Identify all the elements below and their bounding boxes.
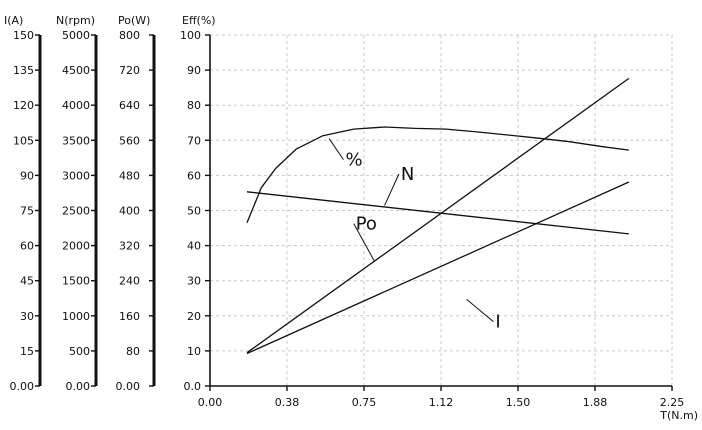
y-tick-label-po: 640 (119, 99, 140, 112)
y-tick-label-po: 800 (119, 29, 140, 42)
y-axis-title-n: N(rpm) (56, 14, 95, 27)
series-line-eff (246, 126, 629, 224)
y-tick-label-po: 400 (119, 205, 140, 218)
y-tick-label-i: 15 (20, 345, 34, 358)
x-tick-label: 0.38 (275, 396, 300, 409)
y-tick-label-n: 2000 (62, 240, 90, 253)
series-leader-po (353, 223, 375, 262)
y-tick-label-po: 240 (119, 275, 140, 288)
y-tick-label-n: 4000 (62, 99, 90, 112)
y-tick-label-n: 2500 (62, 205, 90, 218)
y-tick-label-i: 90 (20, 169, 34, 182)
y-axis-title-i: I(A) (4, 14, 23, 27)
y-tick-label-eff: 0.0 (184, 380, 202, 393)
y-tick-label-eff: 60 (187, 169, 201, 182)
x-tick-label: 1.50 (506, 396, 531, 409)
y-tick-label-eff: 100 (180, 29, 201, 42)
series-line-po (246, 77, 630, 354)
y-tick-label-po: 160 (119, 310, 140, 323)
y-tick-label-i: 105 (13, 134, 34, 147)
y-tick-label-n: 1500 (62, 275, 90, 288)
y-tick-label-n: 5000 (62, 29, 90, 42)
series-leader-eff (328, 138, 344, 160)
y-tick-label-i: 75 (20, 205, 34, 218)
y-tick-label-n: 1000 (62, 310, 90, 323)
y-tick-label-eff: 70 (187, 134, 201, 147)
y-axis-title-eff: Eff(%) (182, 14, 216, 27)
series-line-n (246, 191, 629, 235)
y-tick-label-n: 500 (69, 345, 90, 358)
series-labels: N% Po I (328, 138, 501, 333)
series-label-n: N (401, 164, 414, 185)
y-tick-label-po: 720 (119, 64, 140, 77)
x-tick-label: 0.75 (352, 396, 377, 409)
x-tick-label: 2.25 (660, 396, 685, 409)
y-tick-label-po: 320 (119, 240, 140, 253)
series-label-po: Po (356, 214, 377, 235)
y-tick-label-n: 0.00 (66, 380, 91, 393)
y-tick-label-i: 150 (13, 29, 34, 42)
y-tick-label-po: 0.00 (116, 380, 141, 393)
y-tick-label-po: 80 (126, 345, 140, 358)
y-tick-label-i: 0.00 (10, 380, 35, 393)
axes: 0.00 0.38 0.75 1.12 1.50 1.88 2.25T(N.m) 0.00 15… (4, 14, 698, 422)
y-tick-label-n: 3500 (62, 134, 90, 147)
y-tick-label-eff: 40 (187, 240, 201, 253)
y-tick-label-n: 3000 (62, 169, 90, 182)
series-lines (246, 77, 630, 355)
series-label-i: I (495, 312, 500, 333)
y-tick-label-eff: 30 (187, 275, 201, 288)
x-tick-label: 1.88 (583, 396, 608, 409)
y-tick-label-i: 30 (20, 310, 34, 323)
y-tick-label-n: 4500 (62, 64, 90, 77)
x-tick-label: 1.12 (429, 396, 454, 409)
series-line-i (246, 181, 630, 355)
y-tick-label-i: 135 (13, 64, 34, 77)
y-tick-label-eff: 20 (187, 310, 201, 323)
series-leader-n (384, 173, 400, 206)
x-axis-title: T(N.m) (659, 409, 698, 422)
x-tick-label: 0.00 (198, 396, 223, 409)
y-tick-label-eff: 80 (187, 99, 201, 112)
y-axis-title-po: Po(W) (118, 14, 150, 27)
y-tick-label-eff: 50 (187, 205, 201, 218)
y-tick-label-i: 45 (20, 275, 34, 288)
y-tick-label-po: 480 (119, 169, 140, 182)
series-label-eff: % (345, 150, 362, 171)
series-leader-i (466, 299, 494, 323)
y-tick-label-i: 120 (13, 99, 34, 112)
y-tick-label-eff: 10 (187, 345, 201, 358)
grid-lines (210, 34, 673, 386)
y-tick-label-eff: 90 (187, 64, 201, 77)
y-tick-label-po: 560 (119, 134, 140, 147)
y-tick-label-i: 60 (20, 240, 34, 253)
